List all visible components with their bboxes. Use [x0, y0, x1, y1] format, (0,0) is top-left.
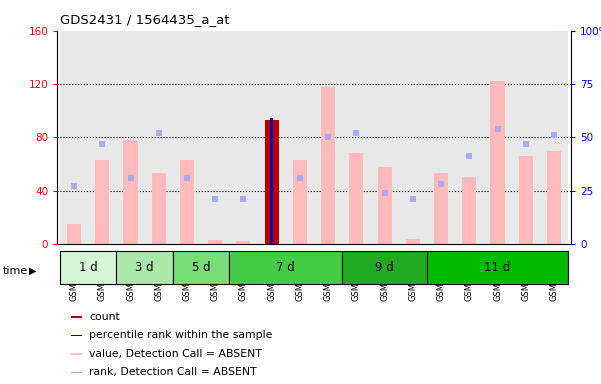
Bar — [314, 31, 342, 244]
Bar — [173, 252, 230, 284]
Text: 7 d: 7 d — [276, 261, 295, 274]
Bar — [286, 31, 314, 244]
Bar — [117, 252, 173, 284]
Bar — [145, 31, 173, 244]
Point — [408, 196, 418, 202]
Bar — [88, 31, 117, 244]
Bar — [370, 31, 398, 244]
Point — [549, 132, 559, 138]
Text: GDS2431 / 1564435_a_at: GDS2431 / 1564435_a_at — [60, 13, 230, 26]
Bar — [483, 31, 511, 244]
Bar — [511, 31, 540, 244]
Point — [465, 153, 474, 159]
Bar — [427, 252, 568, 284]
Bar — [151, 173, 166, 244]
Bar — [377, 167, 392, 244]
Point — [182, 175, 192, 181]
Bar — [230, 252, 342, 284]
Point — [521, 141, 531, 147]
Bar — [180, 160, 194, 244]
Bar — [321, 87, 335, 244]
Bar — [270, 118, 273, 244]
Point — [210, 196, 220, 202]
Bar — [230, 31, 258, 244]
Text: count: count — [89, 312, 120, 322]
Bar — [201, 31, 230, 244]
Bar — [490, 81, 505, 244]
Bar — [71, 316, 82, 318]
Point — [97, 141, 107, 147]
Bar — [60, 31, 88, 244]
Bar — [71, 335, 82, 336]
Text: 11 d: 11 d — [484, 261, 511, 274]
Text: 5 d: 5 d — [192, 261, 210, 274]
Bar — [462, 177, 477, 244]
Bar — [434, 173, 448, 244]
Point — [493, 126, 502, 132]
Point — [295, 175, 305, 181]
Bar — [95, 160, 109, 244]
Bar — [427, 31, 455, 244]
Bar — [349, 153, 364, 244]
Bar — [264, 120, 279, 244]
Point — [154, 130, 163, 136]
Point — [352, 130, 361, 136]
Text: value, Detection Call = ABSENT: value, Detection Call = ABSENT — [89, 349, 262, 359]
Bar — [455, 31, 483, 244]
Text: 3 d: 3 d — [135, 261, 154, 274]
Bar — [342, 252, 427, 284]
Bar — [236, 241, 251, 244]
Bar — [173, 31, 201, 244]
Bar — [342, 31, 370, 244]
Text: time: time — [3, 266, 28, 276]
Bar — [398, 31, 427, 244]
Point — [69, 183, 79, 189]
Bar — [67, 224, 81, 244]
Bar — [71, 353, 82, 355]
Text: percentile rank within the sample: percentile rank within the sample — [89, 331, 273, 341]
Bar — [71, 372, 82, 373]
Bar — [117, 31, 145, 244]
Bar — [208, 240, 222, 244]
Bar — [540, 31, 568, 244]
Point — [436, 181, 446, 187]
Point — [239, 196, 248, 202]
Bar — [60, 252, 117, 284]
Point — [380, 190, 389, 196]
Bar — [406, 238, 420, 244]
Text: 9 d: 9 d — [375, 261, 394, 274]
Bar — [293, 160, 307, 244]
Bar — [547, 151, 561, 244]
Point — [126, 175, 135, 181]
Bar — [258, 31, 286, 244]
Text: ▶: ▶ — [29, 266, 36, 276]
Bar — [123, 140, 138, 244]
Point — [323, 134, 333, 140]
Bar — [519, 156, 533, 244]
Text: rank, Detection Call = ABSENT: rank, Detection Call = ABSENT — [89, 367, 257, 377]
Text: 1 d: 1 d — [79, 261, 97, 274]
